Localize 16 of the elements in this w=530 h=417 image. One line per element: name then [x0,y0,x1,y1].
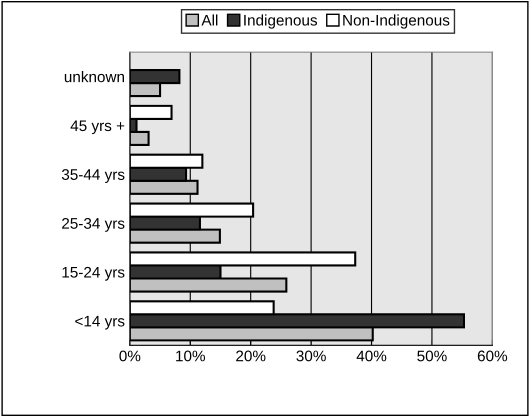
legend-label: Indigenous [244,14,318,29]
y-tick-label: 25-34 yrs [62,218,124,232]
x-tick-label: 40% [356,350,386,362]
legend-label: All [201,14,218,26]
x-tick-label: 50% [417,350,447,362]
y-tick-label: 45 yrs + [70,120,124,134]
x-tick-label: 0% [119,350,140,362]
legend-label: Non-Indigenous [343,14,450,29]
x-tick-label: 10% [176,350,206,362]
y-tick-label: 35-44 yrs [62,169,124,183]
y-tick-label: <14 yrs [75,316,124,330]
y-tick-label: unknown [64,71,124,82]
x-tick-label: 20% [236,350,266,362]
y-tick-label: 15-24 yrs [62,266,124,281]
x-tick-label: 60% [478,350,508,362]
x-tick-label: 30% [296,350,326,362]
